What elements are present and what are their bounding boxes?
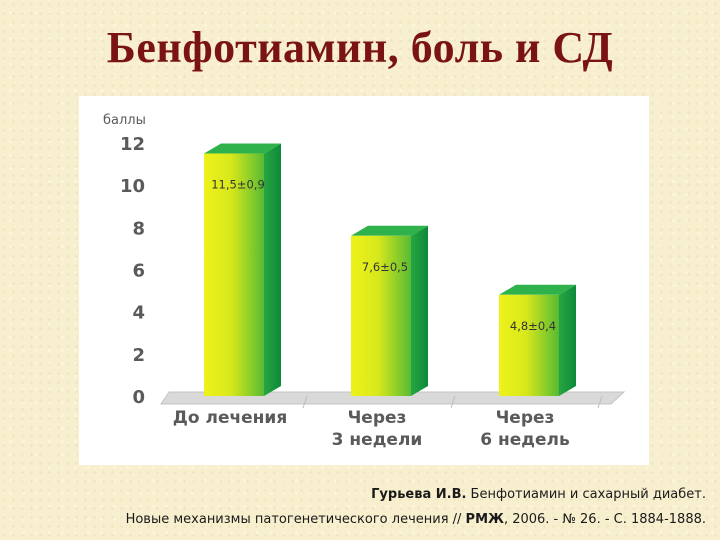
citation-issue: , 2006. - № 26. - С. 1884-1888. [503,512,706,527]
y-tick-label: 6 [132,261,145,282]
x-tick-label: Через [348,408,407,428]
citation-line-2: Новые механизмы патогенетического лечени… [0,512,706,527]
data-label: 11,5±0,9 [211,178,265,192]
bar-chart: баллы 0 2 4 6 8 10 12 11,5±0,9 7,6±0,5 4,8±0,4 До л… [103,113,626,450]
citation-line-1: Гурьева И.В. Бенфотиамин и сахарный диаб… [0,487,706,502]
slide-title: Бенфотиамин, боль и СД [106,23,614,72]
data-label: 4,8±0,4 [510,319,556,333]
y-tick-label: 4 [132,303,145,324]
bar-top [351,225,428,236]
y-tick-label: 10 [120,176,145,197]
x-tick-label: До лечения [173,408,288,428]
x-tick-label: 6 недель [480,430,569,450]
category-divider [597,395,603,409]
bar-side [264,143,281,396]
y-tick-label: 12 [120,134,145,155]
chart-panel: баллы 0 2 4 6 8 10 12 11,5±0,9 7,6±0,5 4,8±0,4 До л… [79,96,649,465]
bar [351,235,411,396]
citation-journal: РМЖ [465,512,504,527]
bar [499,294,559,396]
bar-top [204,143,281,154]
citation-source: Новые механизмы патогенетического лечени… [125,512,466,527]
bar-side [559,284,576,396]
category-divider [450,395,456,409]
bar-side [411,225,428,396]
y-tick-label: 8 [132,218,145,239]
data-label: 7,6±0,5 [362,260,408,274]
bar [204,153,264,396]
x-tick-label: 3 недели [332,430,423,450]
y-axis-label: баллы [103,113,146,128]
bar-top [499,284,576,295]
y-tick-label: 2 [132,345,145,366]
citation-title: Бенфотиамин и сахарный диабет. [466,487,706,502]
x-tick-label: Через [496,408,555,428]
category-divider [302,395,308,409]
citation-author: Гурьева И.В. [371,487,467,502]
y-tick-label: 0 [132,387,145,408]
